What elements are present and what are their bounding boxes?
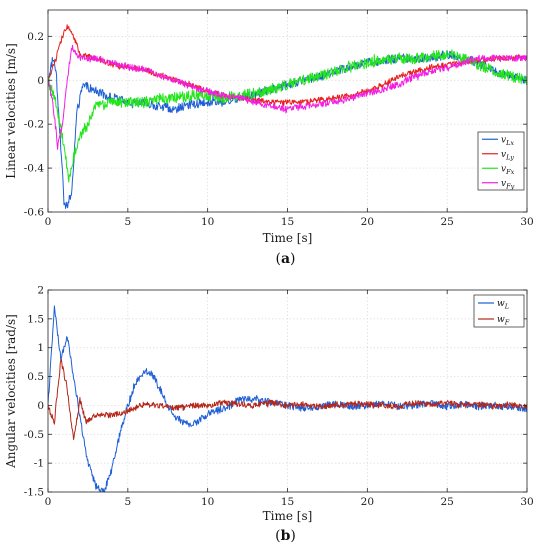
x-tick-label: 0 (45, 216, 52, 228)
y-tick-label: 2 (37, 285, 44, 297)
legend-label: vFx (501, 164, 515, 176)
x-tick-label: 5 (124, 496, 131, 508)
y-tick-label: 0.2 (27, 31, 44, 43)
panel-caption: (a) (275, 251, 295, 267)
legend: wL wF (473, 294, 525, 328)
legend-box (477, 131, 525, 191)
y-tick-label: 1.5 (27, 313, 44, 325)
legend-label: vLx (501, 135, 514, 147)
legend-label: wF (497, 315, 510, 327)
panel-caption: (b) (275, 528, 296, 544)
legend-label: wL (497, 299, 509, 311)
y-tick-label: 0.5 (27, 371, 44, 383)
series-v_Fy (48, 44, 527, 150)
legend-label: vLy (501, 150, 514, 162)
series-group (48, 24, 527, 209)
y-tick-label: -1 (34, 458, 44, 470)
x-tick-label: 25 (440, 496, 453, 508)
plot-b: 0 5 10 15 20 25 30 -1.5 -1 -0.5 0 0.5 1 1.5 2 Time [s] A… (4, 285, 534, 545)
plot-a: 0 5 10 15 20 25 30 -0.6 -0.4 -0.2 0 0.2 Time [s] Line… (4, 9, 534, 267)
series-w_F (48, 358, 527, 441)
y-tick-label: -0.5 (24, 429, 44, 441)
y-tick-label: -1.5 (24, 487, 44, 499)
x-axis-label: Time [s] (263, 231, 313, 245)
legend-label: vFy (501, 179, 515, 191)
y-tick-label: 0 (37, 75, 44, 87)
y-tick-label: -0.4 (24, 163, 45, 175)
x-tick-label: 30 (520, 496, 533, 508)
y-axis-label: Linear velocities [m/s] (4, 43, 18, 179)
x-tick-label: 30 (520, 216, 533, 228)
series-group (48, 305, 527, 492)
y-tick-label: 1 (37, 342, 44, 354)
x-tick-label: 0 (45, 496, 52, 508)
x-tick-label: 10 (201, 496, 214, 508)
y-tick-label: -0.2 (24, 119, 44, 131)
x-tick-label: 25 (440, 216, 453, 228)
x-tick-label: 5 (124, 216, 131, 228)
y-axis-label: Angular velocities [rad/s] (4, 314, 18, 469)
legend-box (473, 294, 525, 328)
y-tick-label: 0 (37, 400, 44, 412)
x-axis-label: Time [s] (263, 509, 313, 523)
x-tick-label: 20 (361, 496, 374, 508)
x-tick-label: 20 (361, 216, 374, 228)
x-tick-label: 15 (281, 496, 294, 508)
x-tick-label: 15 (281, 216, 294, 228)
y-tick-label: -0.6 (24, 207, 45, 219)
series-v_Fx (48, 49, 527, 183)
legend: vLx vLy vFx vFy (477, 131, 525, 191)
x-tick-label: 10 (201, 216, 214, 228)
